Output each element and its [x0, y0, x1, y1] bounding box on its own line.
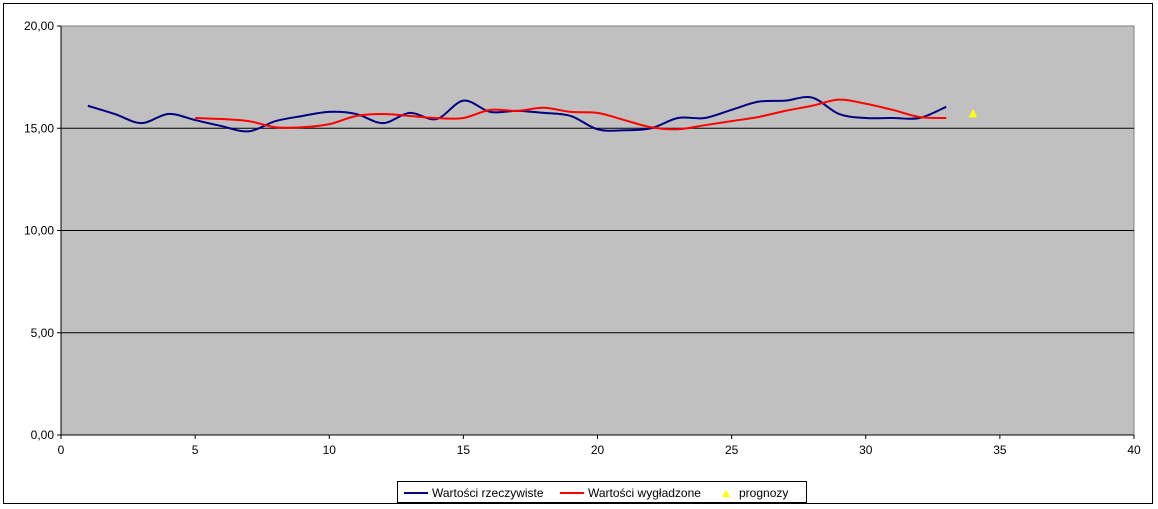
legend-swatch-forecast — [722, 489, 730, 497]
legend-item-smoothed: Wartości wygładzone — [560, 485, 701, 501]
legend-swatch-actual — [404, 492, 428, 494]
x-tick-label: 25 — [725, 443, 739, 457]
series-layer — [87, 96, 978, 133]
y-tick-label: 0,00 — [31, 428, 55, 442]
x-tick-label: 35 — [993, 443, 1007, 457]
y-tick-label: 5,00 — [31, 326, 55, 340]
series-line-smoothed — [195, 98, 947, 131]
legend-item-actual: Wartości rzeczywiste — [404, 485, 544, 501]
chart-frame: 0,00 5,00 10,00 15,00 20,00 0 5 10 15 20 25 30 35 40 … — [3, 3, 1153, 504]
legend-label-forecast: prognozy — [739, 486, 789, 500]
x-tick-label: 40 — [1127, 443, 1141, 457]
legend-label-actual: Wartości rzeczywiste — [432, 486, 544, 500]
y-tick-label: 15,00 — [24, 121, 54, 135]
legend-item-forecast: prognozy — [716, 485, 788, 501]
x-tick-label: 10 — [323, 443, 337, 457]
x-tick-label: 30 — [859, 443, 873, 457]
legend: Wartości rzeczywiste Wartości wygładzone… — [397, 481, 807, 503]
chart-svg: 0,00 5,00 10,00 15,00 20,00 0 5 10 15 20 25 30 35 40 — [24, 19, 1141, 457]
y-tick-label: 10,00 — [24, 224, 54, 238]
x-tick-label: 0 — [58, 443, 65, 457]
legend-label-smoothed: Wartości wygładzone — [588, 486, 701, 500]
y-tick-label: 20,00 — [24, 19, 54, 33]
forecast-point-marker — [968, 108, 978, 118]
legend-swatch-smoothed — [560, 492, 584, 494]
x-tick-label: 20 — [591, 443, 605, 457]
x-tick-label: 15 — [457, 443, 471, 457]
x-tick-label: 5 — [192, 443, 199, 457]
axis-layer: 0,00 5,00 10,00 15,00 20,00 0 5 10 15 20 25 30 35 40 — [24, 19, 1141, 457]
